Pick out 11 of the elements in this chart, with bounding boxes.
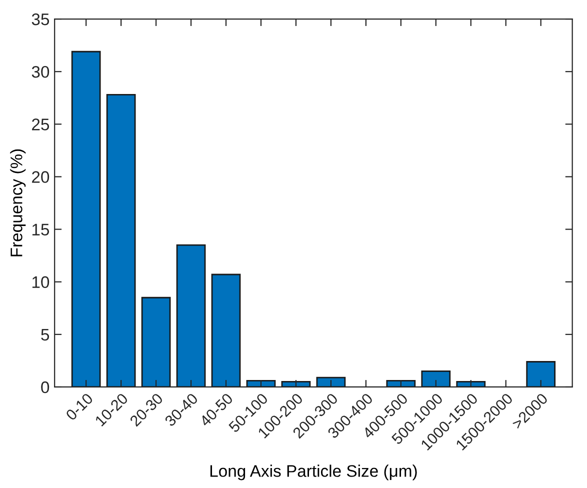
y-tick-label: 15 [32, 224, 50, 236]
y-tick-label: 35 [32, 13, 50, 26]
y-tick-label: 5 [41, 328, 50, 341]
y-axis-title: Frequency (%) [10, 149, 26, 256]
y-tick-label: 25 [32, 118, 50, 130]
y-tick-label: 30 [32, 66, 50, 78]
y-tick-label: 0 [41, 381, 50, 394]
x-axis-title: Long Axis Particle Size (μm) [210, 464, 417, 480]
x-tick-label: 0-10 [65, 392, 94, 421]
y-tick-label: 20 [32, 171, 50, 183]
y-tick-label: 10 [32, 276, 50, 288]
